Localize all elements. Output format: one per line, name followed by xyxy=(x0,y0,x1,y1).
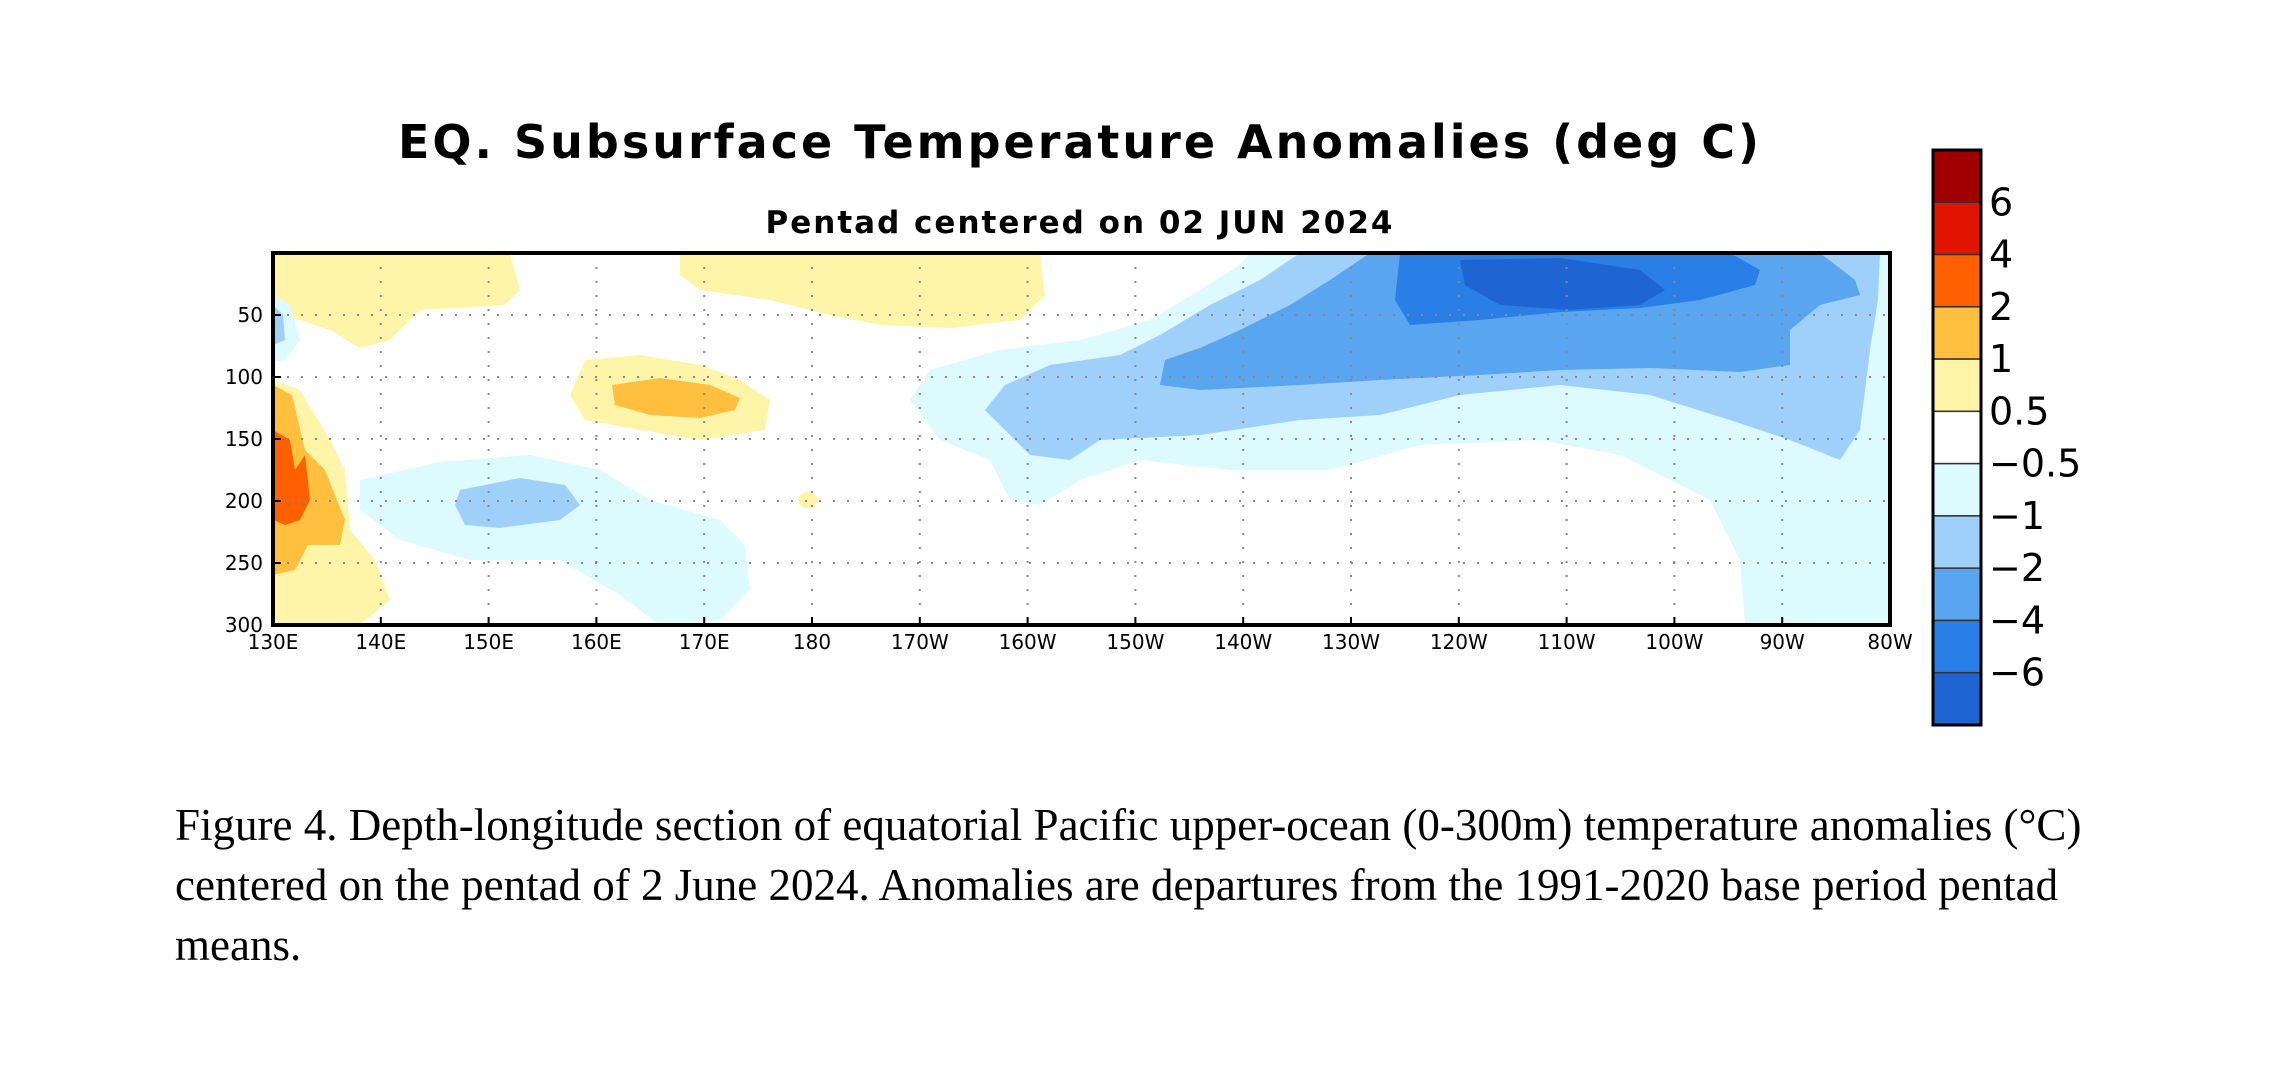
colorbar-swatch xyxy=(1932,149,1982,204)
figure-caption: Figure 4. Depth-longitude section of equ… xyxy=(175,800,2082,970)
x-tick-label: 170W xyxy=(891,630,949,654)
x-tick-label: 130W xyxy=(1322,630,1380,654)
colorbar-label: 0.5 xyxy=(1989,389,2049,433)
x-tick-label: 110W xyxy=(1538,630,1596,654)
x-tick-label: 80W xyxy=(1867,630,1912,654)
colorbar-label: 4 xyxy=(1989,233,2013,277)
colorbar-swatch xyxy=(1932,410,1982,465)
y-tick-label: 250 xyxy=(225,551,263,575)
x-tick-label: 150E xyxy=(463,630,514,654)
x-tick-label: 140E xyxy=(355,630,406,654)
x-tick-label: 180 xyxy=(793,630,831,654)
colorbar-label: 2 xyxy=(1989,285,2013,329)
x-tick-label: 90W xyxy=(1760,630,1805,654)
chart-subtitle: Pentad centered on 02 JUN 2024 xyxy=(766,205,1395,241)
colorbar-swatch xyxy=(1932,515,1982,569)
colorbar-label: 1 xyxy=(1989,337,2013,381)
anomaly-region-warm-surface-central xyxy=(680,253,1045,328)
colorbar-swatch xyxy=(1932,358,1982,413)
colorbar-label: 6 xyxy=(1989,180,2013,224)
colorbar: 6 4 2 1 0.5 −0.5 −1 −2 −4 −6 xyxy=(1931,148,2081,727)
anomaly-region-coldest-east-core xyxy=(1460,258,1665,310)
y-tick-label: 150 xyxy=(225,427,263,451)
colorbar-swatch xyxy=(1932,671,1982,726)
plot-area xyxy=(273,253,1890,625)
anomaly-region-cool-west-core xyxy=(455,478,580,528)
y-tick-label: 300 xyxy=(225,613,263,637)
y-tick-label: 200 xyxy=(225,489,263,513)
y-tick-label: 100 xyxy=(225,365,263,389)
chart-title: EQ. Subsurface Temperature Anomalies (de… xyxy=(398,115,1762,169)
colorbar-label: −4 xyxy=(1989,598,2045,642)
colorbar-swatch xyxy=(1932,306,1982,360)
x-tick-label: 150W xyxy=(1106,630,1164,654)
anomaly-region-warm-core-west xyxy=(273,385,345,575)
x-axis: 130E 140E 150E 160E 170E 180 170W 160W 150W 140W 1… xyxy=(248,617,1913,654)
anomaly-region-hot-core-west xyxy=(273,430,310,525)
colorbar-swatch xyxy=(1932,201,1982,256)
colorbar-label: −2 xyxy=(1989,546,2045,590)
x-tick-label: 140W xyxy=(1214,630,1272,654)
plot-frame xyxy=(271,251,1892,627)
chart: EQ. Subsurface Temperature Anomalies (de… xyxy=(225,115,2081,727)
x-tick-label: 170E xyxy=(679,630,730,654)
colorbar-label: −6 xyxy=(1989,651,2045,695)
colorbar-label: −0.5 xyxy=(1989,442,2081,486)
x-tick-label: 160W xyxy=(999,630,1057,654)
y-axis: 50 100 150 200 250 300 xyxy=(225,303,281,637)
colorbar-frame xyxy=(1931,148,1983,727)
colorbar-swatch xyxy=(1932,567,1982,622)
anomaly-region-warm-surface-west xyxy=(273,253,520,348)
y-tick-label: 50 xyxy=(238,303,263,327)
x-tick-label: 120W xyxy=(1430,630,1488,654)
colorbar-swatch xyxy=(1932,462,1982,517)
anomaly-region-warm-speck xyxy=(798,492,818,508)
x-tick-label: 130E xyxy=(248,630,299,654)
colorbar-swatch xyxy=(1932,253,1982,308)
x-tick-label: 100W xyxy=(1645,630,1703,654)
colorbar-label: −1 xyxy=(1989,494,2045,538)
x-tick-label: 160E xyxy=(571,630,622,654)
grid xyxy=(273,253,1890,625)
anomaly-region-warm-central-core xyxy=(612,378,740,418)
colorbar-swatch xyxy=(1932,619,1982,674)
